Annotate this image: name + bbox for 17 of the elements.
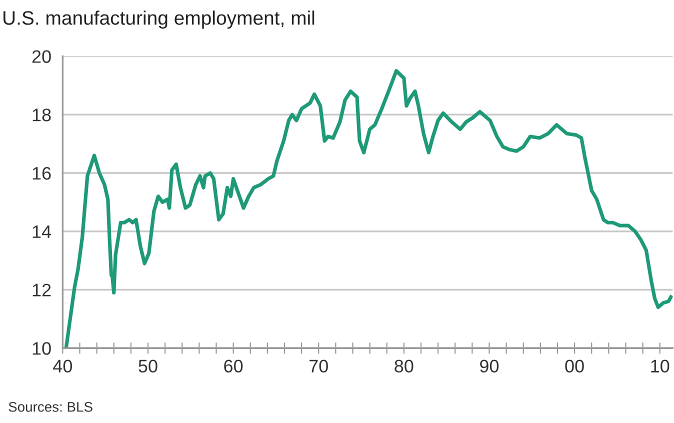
source-note: Sources: BLS [8, 402, 92, 412]
x-tick-label: 10 [651, 360, 670, 372]
x-tick-label: 60 [224, 360, 243, 372]
y-tick-label: 12 [32, 284, 51, 296]
x-tick-label: 80 [394, 360, 414, 372]
x-tick-label: 70 [310, 360, 328, 372]
chart-title: U.S. manufacturing employment, mil [4, 10, 314, 29]
x-tick-label: 00 [565, 360, 584, 372]
x-tick-label: 50 [138, 360, 158, 372]
y-tick-label: 14 [32, 226, 52, 238]
y-tick-label: 20 [32, 50, 51, 63]
y-tick-label: 10 [32, 342, 51, 355]
x-tick-label: 90 [480, 360, 499, 372]
y-tick-label: 18 [32, 108, 51, 122]
line-series [64, 69, 673, 348]
x-tick-label: 40 [53, 360, 72, 372]
y-tick-label: 16 [32, 166, 51, 180]
